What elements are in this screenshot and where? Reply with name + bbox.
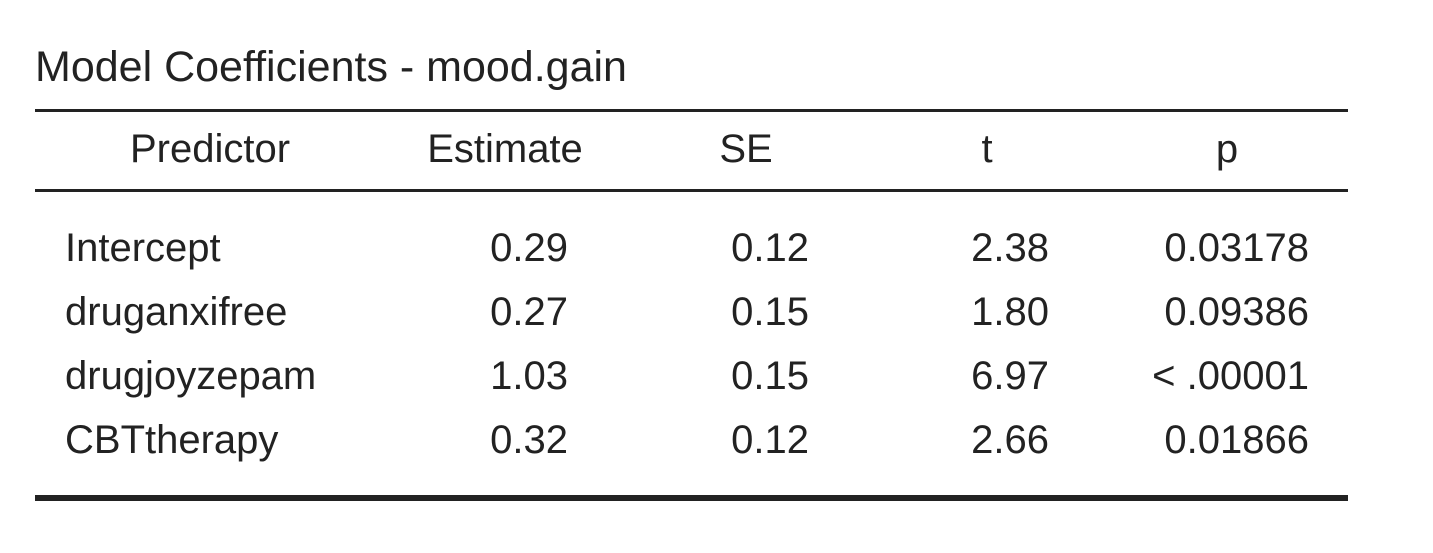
table-title: Model Coefficients - mood.gain (35, 43, 627, 91)
cell-se: 0.15 (731, 354, 809, 398)
cell-p: 0.01866 (1164, 418, 1309, 462)
cell-t: 1.80 (971, 290, 1049, 334)
cell-predictor: drugjoyzepam (65, 354, 317, 398)
header-rule (35, 189, 1348, 192)
cell-se: 0.12 (731, 418, 809, 462)
cell-t: 2.66 (971, 418, 1049, 462)
cell-p: 0.09386 (1164, 290, 1309, 334)
cell-se: 0.15 (731, 290, 809, 334)
header-se: SE (719, 127, 773, 171)
cell-predictor: Intercept (65, 226, 221, 270)
cell-predictor: druganxifree (65, 290, 288, 334)
cell-estimate: 0.27 (490, 290, 568, 334)
header-predictor: Predictor (129, 127, 291, 171)
bottom-rule (35, 495, 1348, 501)
cell-estimate: 0.32 (490, 418, 568, 462)
cell-t: 6.97 (971, 354, 1049, 398)
cell-t: 2.38 (971, 226, 1049, 270)
header-estimate: Estimate (427, 127, 583, 171)
cell-predictor: CBTtherapy (65, 418, 279, 462)
cell-p: 0.03178 (1164, 226, 1309, 270)
header-p: p (1215, 127, 1239, 171)
top-rule (35, 109, 1348, 112)
cell-se: 0.12 (731, 226, 809, 270)
cell-estimate: 1.03 (490, 354, 568, 398)
cell-estimate: 0.29 (490, 226, 568, 270)
cell-p: < .00001 (1152, 354, 1309, 398)
header-t: t (981, 127, 993, 171)
